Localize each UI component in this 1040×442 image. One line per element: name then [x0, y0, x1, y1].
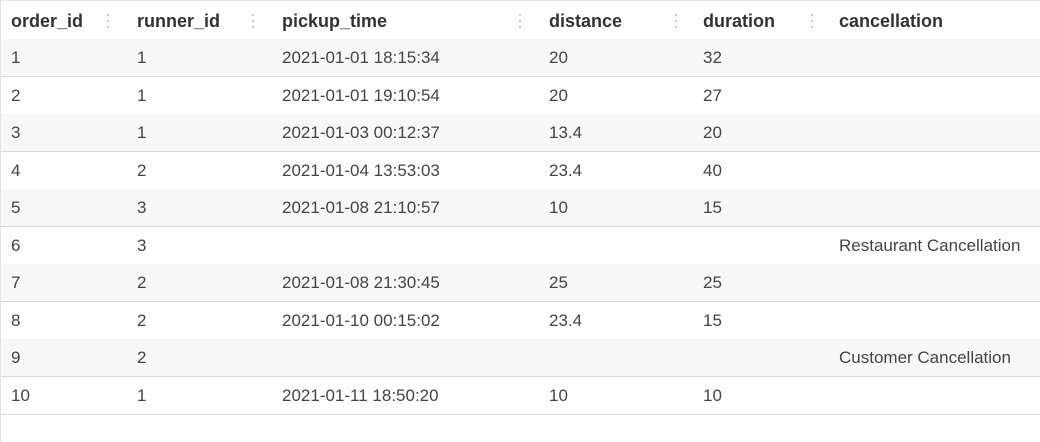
table-cell-distance[interactable]: 25: [549, 273, 568, 292]
table-cell-pickup-time[interactable]: 2021-01-08 21:10:57: [282, 198, 440, 217]
drag-handle-icon[interactable]: [518, 14, 522, 30]
table-row[interactable]: 4 2 2021-01-04 13:53:03 23.4 40: [1, 152, 1040, 190]
table-row[interactable]: 10 1 2021-01-11 18:50:20 10 10: [1, 377, 1040, 415]
column-header-distance[interactable]: distance: [549, 1, 684, 41]
table-row[interactable]: 2 1 2021-01-01 19:10:54 20 27: [1, 77, 1040, 115]
table-cell-cancellation[interactable]: Customer Cancellation: [839, 348, 1011, 367]
drag-handle-icon[interactable]: [674, 14, 678, 30]
table-cell-runner-id[interactable]: 3: [137, 198, 147, 217]
table-cell-distance[interactable]: 10: [549, 198, 568, 217]
column-header-label: distance: [549, 11, 623, 31]
column-header-label: pickup_time: [282, 11, 388, 31]
column-header-label: order_id: [11, 11, 84, 31]
table-cell-order-id[interactable]: 4: [11, 161, 21, 180]
table-cell-duration[interactable]: 40: [703, 161, 722, 180]
table-cell-pickup-time[interactable]: 2021-01-01 18:15:34: [282, 48, 440, 67]
table-cell-runner-id[interactable]: 1: [137, 86, 147, 105]
table-cell-pickup-time[interactable]: 2021-01-01 19:10:54: [282, 86, 440, 105]
column-header-order-id[interactable]: order_id: [11, 1, 111, 41]
column-header-cancellation[interactable]: cancellation: [839, 1, 1029, 41]
table-header: order_id runner_id pickup_time distance …: [1, 0, 1040, 40]
table-cell-duration[interactable]: 27: [703, 86, 722, 105]
table-cell-cancellation[interactable]: Restaurant Cancellation: [839, 236, 1021, 255]
drag-handle-icon[interactable]: [810, 14, 814, 30]
column-header-label: runner_id: [137, 11, 221, 31]
table-cell-distance[interactable]: 13.4: [549, 123, 583, 142]
table-cell-order-id[interactable]: 7: [11, 273, 21, 292]
table-cell-distance[interactable]: 20: [549, 86, 568, 105]
table-cell-distance[interactable]: 20: [549, 48, 568, 67]
table-row[interactable]: 5 3 2021-01-08 21:10:57 10 15: [1, 189, 1040, 227]
table-cell-runner-id[interactable]: 2: [137, 273, 147, 292]
column-header-label: cancellation: [839, 11, 944, 31]
column-header-runner-id[interactable]: runner_id: [137, 1, 262, 41]
drag-handle-icon[interactable]: [251, 14, 255, 30]
table-cell-pickup-time[interactable]: 2021-01-10 00:15:02: [282, 311, 440, 330]
table-cell-runner-id[interactable]: 1: [137, 123, 147, 142]
column-header-pickup-time[interactable]: pickup_time: [282, 1, 527, 41]
table-cell-runner-id[interactable]: 2: [137, 348, 147, 367]
table-cell-duration[interactable]: 15: [703, 198, 722, 217]
table-cell-order-id[interactable]: 8: [11, 311, 21, 330]
table-row[interactable]: 8 2 2021-01-10 00:15:02 23.4 15: [1, 302, 1040, 340]
table-cell-runner-id[interactable]: 2: [137, 161, 147, 180]
table-cell-duration[interactable]: 20: [703, 123, 722, 142]
table-cell-runner-id[interactable]: 1: [137, 48, 147, 67]
table-row[interactable]: 6 3 Restaurant Cancellation: [1, 227, 1040, 265]
table-cell-runner-id[interactable]: 1: [137, 386, 147, 405]
table-cell-duration[interactable]: 10: [703, 386, 722, 405]
table-cell-distance[interactable]: 23.4: [549, 311, 583, 330]
table-cell-order-id[interactable]: 5: [11, 198, 21, 217]
table-cell-order-id[interactable]: 2: [11, 86, 21, 105]
table-row[interactable]: 7 2 2021-01-08 21:30:45 25 25: [1, 264, 1040, 302]
column-header-duration[interactable]: duration: [703, 1, 818, 41]
table-cell-order-id[interactable]: 10: [11, 386, 30, 405]
table-cell-runner-id[interactable]: 3: [137, 236, 147, 255]
table-cell-pickup-time[interactable]: 2021-01-08 21:30:45: [282, 273, 440, 292]
table-cell-distance[interactable]: 10: [549, 386, 568, 405]
table-cell-order-id[interactable]: 9: [11, 348, 21, 367]
table-cell-runner-id[interactable]: 2: [137, 311, 147, 330]
table-cell-order-id[interactable]: 1: [11, 48, 21, 67]
column-header-label: duration: [703, 11, 775, 31]
table-cell-order-id[interactable]: 6: [11, 236, 21, 255]
table-row[interactable]: 1 1 2021-01-01 18:15:34 20 32: [1, 39, 1040, 77]
table-cell-pickup-time[interactable]: 2021-01-03 00:12:37: [282, 123, 440, 142]
table-cell-order-id[interactable]: 3: [11, 123, 21, 142]
table-cell-duration[interactable]: 15: [703, 311, 722, 330]
table-row[interactable]: 3 1 2021-01-03 00:12:37 13.4 20: [1, 114, 1040, 152]
table-cell-distance[interactable]: 23.4: [549, 161, 583, 180]
table-cell-pickup-time[interactable]: 2021-01-04 13:53:03: [282, 161, 440, 180]
table-row[interactable]: 9 2 Customer Cancellation: [1, 339, 1040, 377]
table-cell-duration[interactable]: 32: [703, 48, 722, 67]
table-cell-pickup-time[interactable]: 2021-01-11 18:50:20: [282, 386, 439, 405]
drag-handle-icon[interactable]: [106, 14, 110, 30]
table-cell-duration[interactable]: 25: [703, 273, 722, 292]
